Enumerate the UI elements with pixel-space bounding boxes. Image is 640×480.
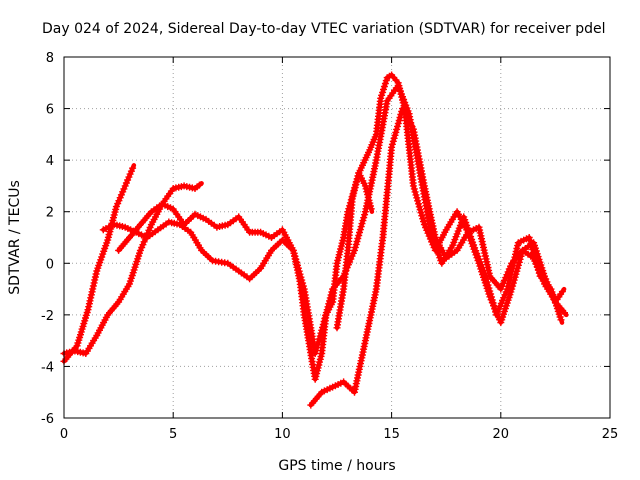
plus-marks — [115, 71, 568, 383]
x-tick-label: 0 — [60, 427, 68, 442]
series-trace-3 — [99, 81, 565, 357]
plot-frame — [63, 56, 611, 419]
y-tick-label: -2 — [41, 309, 54, 324]
data-series — [60, 71, 569, 409]
series-trace-1 — [60, 163, 137, 365]
y-tick-label: 8 — [46, 51, 54, 66]
series-trace-6 — [333, 169, 375, 332]
y-tick-label: 2 — [46, 206, 54, 221]
x-tick-label: 10 — [274, 427, 291, 442]
x-tick-label: 25 — [602, 427, 619, 442]
chart-title: Day 024 of 2024, Sidereal Day-to-day VTE… — [42, 21, 606, 37]
x-axis-label: GPS time / hours — [278, 458, 395, 474]
series-trace-5 — [307, 105, 567, 409]
axis-ticks: 0 5 10 15 20 25 -6 -4 -2 0 2 4 6 8 — [41, 51, 618, 442]
x-tick-label: 20 — [493, 427, 510, 442]
y-tick-label: 6 — [46, 103, 54, 118]
y-tick-label: -4 — [41, 360, 54, 375]
y-axis-label: SDTVAR / TECUs — [7, 180, 23, 295]
y-tick-label: -6 — [41, 412, 54, 427]
y-tick-label: 4 — [46, 154, 54, 169]
plus-marks — [307, 105, 566, 409]
series-trace-4 — [115, 71, 569, 383]
plus-marks — [333, 169, 375, 332]
y-tick-label: 0 — [46, 257, 54, 272]
x-tick-label: 5 — [169, 427, 177, 442]
x-tick-label: 15 — [383, 427, 400, 442]
